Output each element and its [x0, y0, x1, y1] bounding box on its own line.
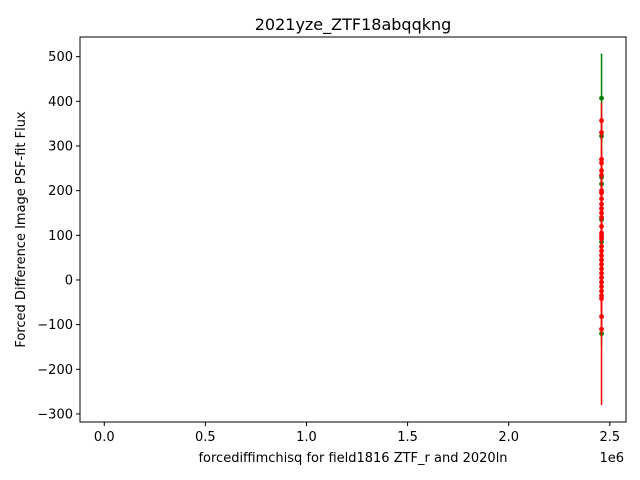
x-axis-label: forcediffimchisq for field1816 ZTF_r and… — [198, 451, 507, 466]
y-tick-label: −200 — [37, 363, 73, 378]
data-point — [599, 261, 604, 267]
data-point — [599, 215, 604, 220]
data-point — [599, 279, 604, 285]
y-axis-label: Forced Difference Image PSF-fit Flux — [14, 111, 29, 348]
x-tick-label: 1.0 — [296, 430, 317, 445]
data-point — [599, 206, 604, 211]
data-point — [599, 266, 604, 272]
data-point — [599, 201, 604, 207]
plot-frame — [79, 36, 627, 423]
data-point — [599, 244, 604, 249]
y-axis-ticks: −300 −200 −100 0 100 200 300 400 500 — [37, 50, 80, 422]
x-tick-label: 0.5 — [195, 430, 216, 445]
data-point — [599, 210, 604, 216]
y-tick-label: 400 — [48, 95, 73, 110]
plot-area — [599, 53, 604, 406]
data-point — [599, 270, 604, 276]
y-tick-label: 200 — [48, 184, 73, 199]
y-tick-label: 100 — [48, 229, 73, 244]
y-tick-label: −100 — [37, 318, 73, 333]
data-point — [599, 257, 604, 263]
data-point — [599, 160, 604, 166]
series-1 — [599, 102, 604, 406]
data-point — [599, 95, 604, 101]
data-point — [599, 236, 604, 242]
data-point — [599, 118, 604, 123]
y-tick-label: 0 — [65, 273, 73, 288]
x-tick-label: 0.0 — [94, 430, 115, 445]
data-point — [599, 275, 604, 281]
chart-title: 2021yze_ZTF18abqqkng — [255, 15, 452, 35]
x-axis-offset-label: 1e6 — [599, 451, 624, 466]
data-point — [599, 288, 604, 294]
x-axis-ticks: 0.0 0.5 1.0 1.5 2.0 2.5 — [94, 422, 620, 445]
x-tick-label: 1.5 — [397, 430, 418, 445]
data-point — [599, 190, 604, 196]
y-tick-label: 500 — [48, 50, 73, 65]
data-point — [599, 314, 604, 319]
data-point — [599, 326, 604, 332]
y-tick-label: 300 — [48, 139, 73, 154]
data-point — [599, 253, 604, 258]
data-point — [599, 296, 604, 302]
data-point — [599, 156, 604, 162]
data-point — [599, 130, 604, 135]
data-point — [599, 168, 604, 173]
data-point — [599, 223, 604, 229]
data-point — [599, 248, 604, 254]
x-tick-label: 2.5 — [599, 430, 620, 445]
x-tick-label: 2.0 — [498, 430, 519, 445]
y-tick-label: −300 — [37, 407, 73, 422]
data-point — [599, 196, 604, 202]
data-point — [599, 284, 604, 290]
data-point — [599, 172, 604, 178]
